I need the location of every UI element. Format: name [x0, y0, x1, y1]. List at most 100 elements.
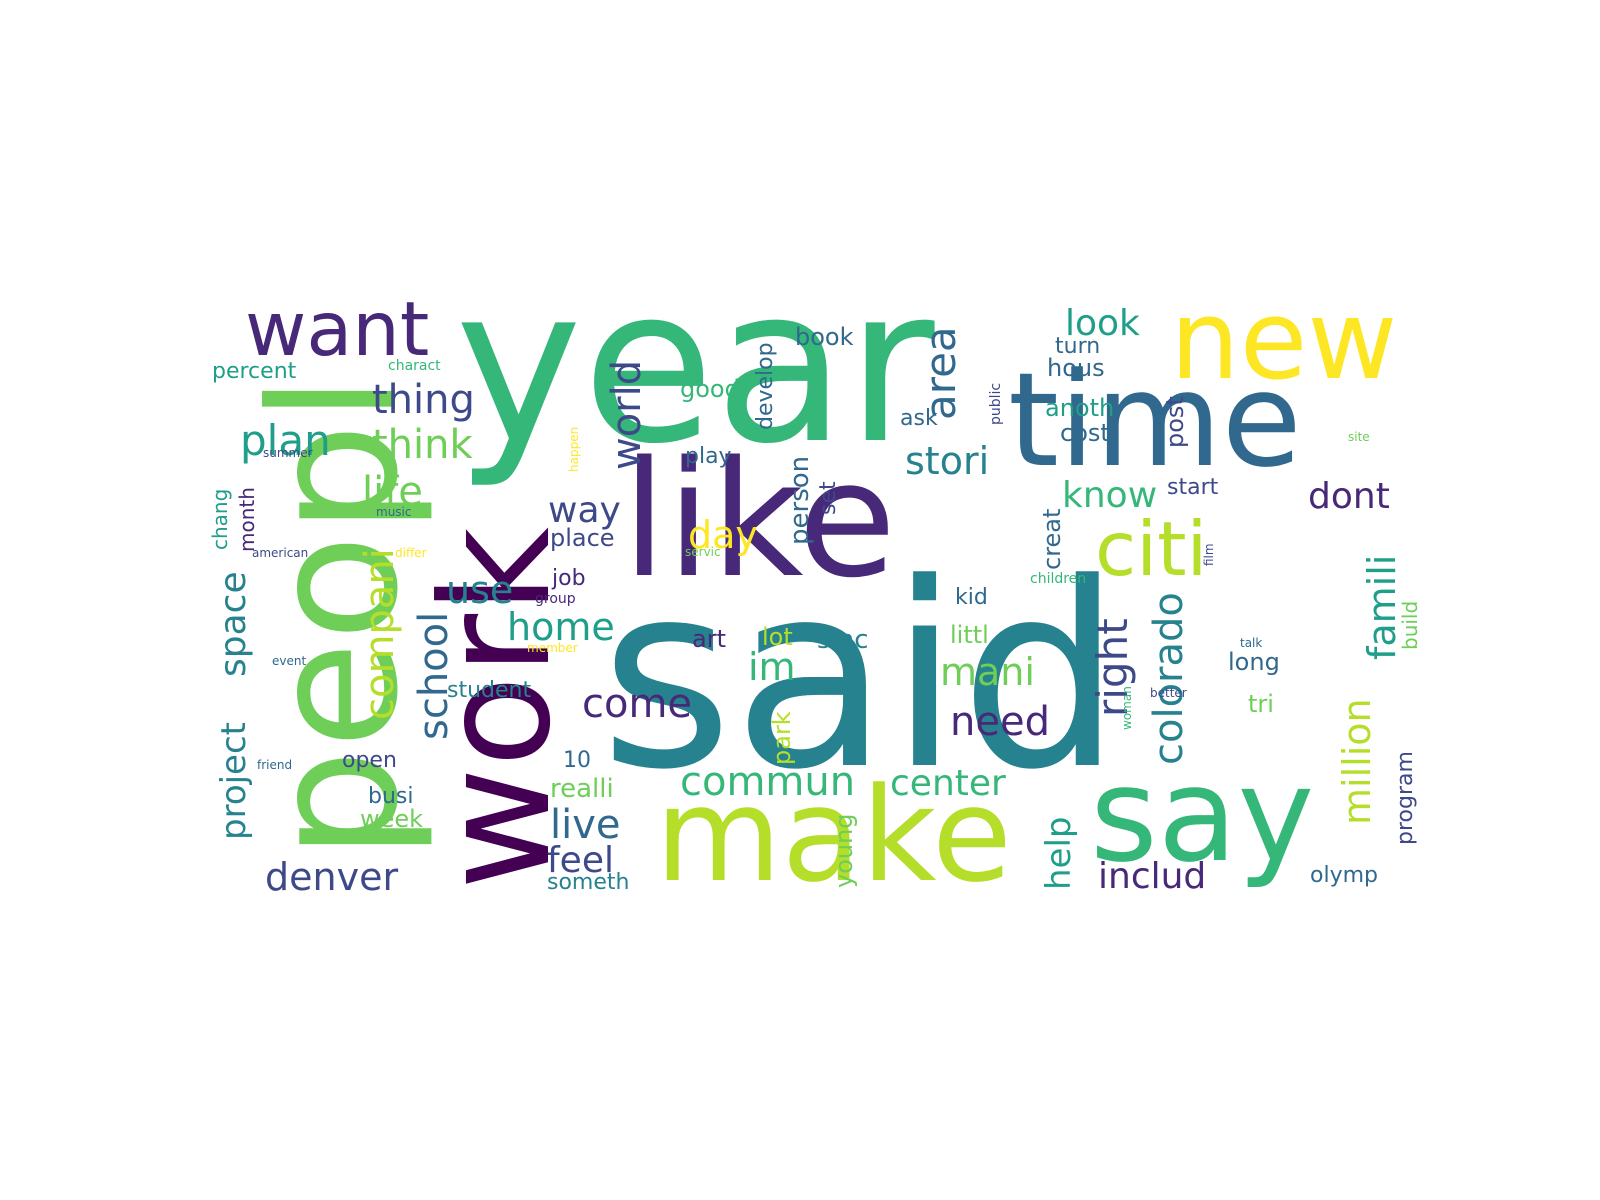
cloud-word-place: place [550, 524, 615, 552]
cloud-word-new: new [1170, 276, 1397, 404]
cloud-word-anoth: anoth [1045, 394, 1114, 422]
cloud-word-person: person [785, 456, 815, 545]
cloud-word-school: school [411, 612, 457, 740]
cloud-word-film: film [1202, 543, 1216, 566]
cloud-word-world: world [604, 360, 650, 470]
cloud-word-year: year [455, 240, 935, 491]
cloud-word-commun: commun [680, 759, 855, 805]
cloud-word-young: young [830, 813, 858, 888]
cloud-word-student: student [447, 678, 531, 703]
cloud-word-servic: servic [685, 545, 721, 559]
cloud-word-use: use [446, 568, 513, 612]
cloud-word-help: help [1039, 817, 1079, 891]
cloud-word-site: site [1348, 430, 1370, 444]
cloud-word-turn: turn [1055, 334, 1100, 359]
cloud-word-plan: plan [240, 416, 331, 465]
cloud-word-play: play [685, 444, 732, 469]
cloud-word-come: come [582, 681, 692, 727]
cloud-word-compani: compani [357, 548, 403, 720]
cloud-word-month: month [235, 487, 259, 552]
cloud-word-includ: includ [1098, 856, 1206, 897]
cloud-word-differ: differ [395, 546, 427, 560]
cloud-word-mani: mani [940, 650, 1035, 694]
cloud-word-center: center [890, 763, 1006, 804]
cloud-word-children: children [1030, 571, 1086, 587]
cloud-word-woman: woman [1120, 686, 1134, 730]
cloud-word-realli: realli [550, 774, 614, 804]
cloud-word-chang: chang [208, 489, 232, 550]
cloud-word-feel: feel [547, 840, 614, 881]
cloud-word-job: job [551, 566, 586, 591]
cloud-word-friend: friend [257, 758, 292, 772]
cloud-word-need: need [950, 699, 1050, 745]
cloud-word-want: want [245, 285, 429, 373]
cloud-word-open: open [342, 748, 397, 773]
cloud-word-ask: ask [900, 406, 938, 431]
cloud-word-sinc: sinc [817, 625, 869, 655]
cloud-word-program: program [1393, 751, 1418, 845]
cloud-word-good: good [680, 375, 740, 403]
cloud-word-thing: thing [372, 377, 475, 423]
cloud-word-better: better [1150, 686, 1187, 700]
cloud-word-group: group [535, 591, 576, 607]
cloud-word-colorado: colorado [1146, 592, 1192, 765]
cloud-word-hous: hous [1047, 354, 1105, 382]
cloud-word-live: live [550, 802, 621, 848]
cloud-word-post: post [1161, 396, 1189, 448]
cloud-word-project: project [214, 722, 254, 840]
cloud-word-build: build [1398, 601, 1422, 650]
cloud-word-start: start [1167, 475, 1219, 500]
cloud-word-time: time [1008, 344, 1302, 496]
cloud-word-way: way [548, 490, 621, 531]
cloud-word-im: im [748, 645, 796, 689]
cloud-word-tri: tri [1248, 690, 1274, 718]
cloud-word-talk: talk [1240, 636, 1262, 650]
cloud-word-like: like [622, 426, 896, 613]
cloud-word-event: event [272, 654, 306, 668]
cloud-word-say: say [1090, 739, 1314, 891]
cloud-word-charact: charact [388, 358, 441, 374]
cloud-word-work: work [410, 527, 584, 890]
cloud-word-lot: lot [762, 623, 793, 651]
cloud-word-member: member [527, 641, 578, 655]
cloud-word-summer: summer [263, 446, 313, 460]
cloud-word-area: area [916, 326, 965, 420]
cloud-word-park: park [768, 711, 796, 765]
cloud-word-develop: develop [753, 342, 778, 430]
cloud-word-famili: famili [1360, 555, 1404, 660]
cloud-word-busi: busi [368, 784, 413, 809]
cloud-word-right: right [1088, 618, 1137, 717]
cloud-word-life: life [362, 469, 423, 515]
cloud-word-creat: creat [1038, 509, 1066, 570]
cloud-word-million: million [1335, 698, 1379, 825]
cloud-word-long: long [1228, 648, 1280, 676]
cloud-word-week: week [360, 805, 423, 833]
cloud-word-dont: dont [1308, 476, 1390, 517]
cloud-word-home: home [507, 605, 615, 649]
cloud-word-set: set [816, 481, 841, 515]
cloud-word-music: music [376, 505, 411, 519]
cloud-word-10: 10 [563, 748, 591, 773]
cloud-word-look: look [1065, 303, 1140, 344]
cloud-word-know: know [1062, 475, 1157, 516]
cloud-word-happen: happen [567, 427, 581, 472]
cloud-word-space: space [213, 571, 254, 677]
cloud-word-think: think [372, 422, 474, 468]
cloud-word-cost: cost [1060, 419, 1110, 447]
cloud-word-littl: littl [950, 621, 989, 649]
cloud-word-peopl: peopl [234, 374, 437, 860]
cloud-word-olymp: olymp [1310, 863, 1378, 888]
cloud-word-said: said [600, 529, 1122, 826]
cloud-word-stori: stori [905, 439, 989, 483]
cloud-word-american: american [252, 546, 308, 560]
cloud-word-citi: citi [1095, 505, 1207, 593]
cloud-word-kid: kid [955, 585, 988, 610]
cloud-word-book: book [795, 323, 854, 351]
cloud-word-someth: someth [547, 870, 629, 895]
cloud-word-public: public [988, 383, 1004, 425]
cloud-word-day: day [688, 513, 758, 557]
cloud-word-denver: denver [265, 855, 398, 899]
